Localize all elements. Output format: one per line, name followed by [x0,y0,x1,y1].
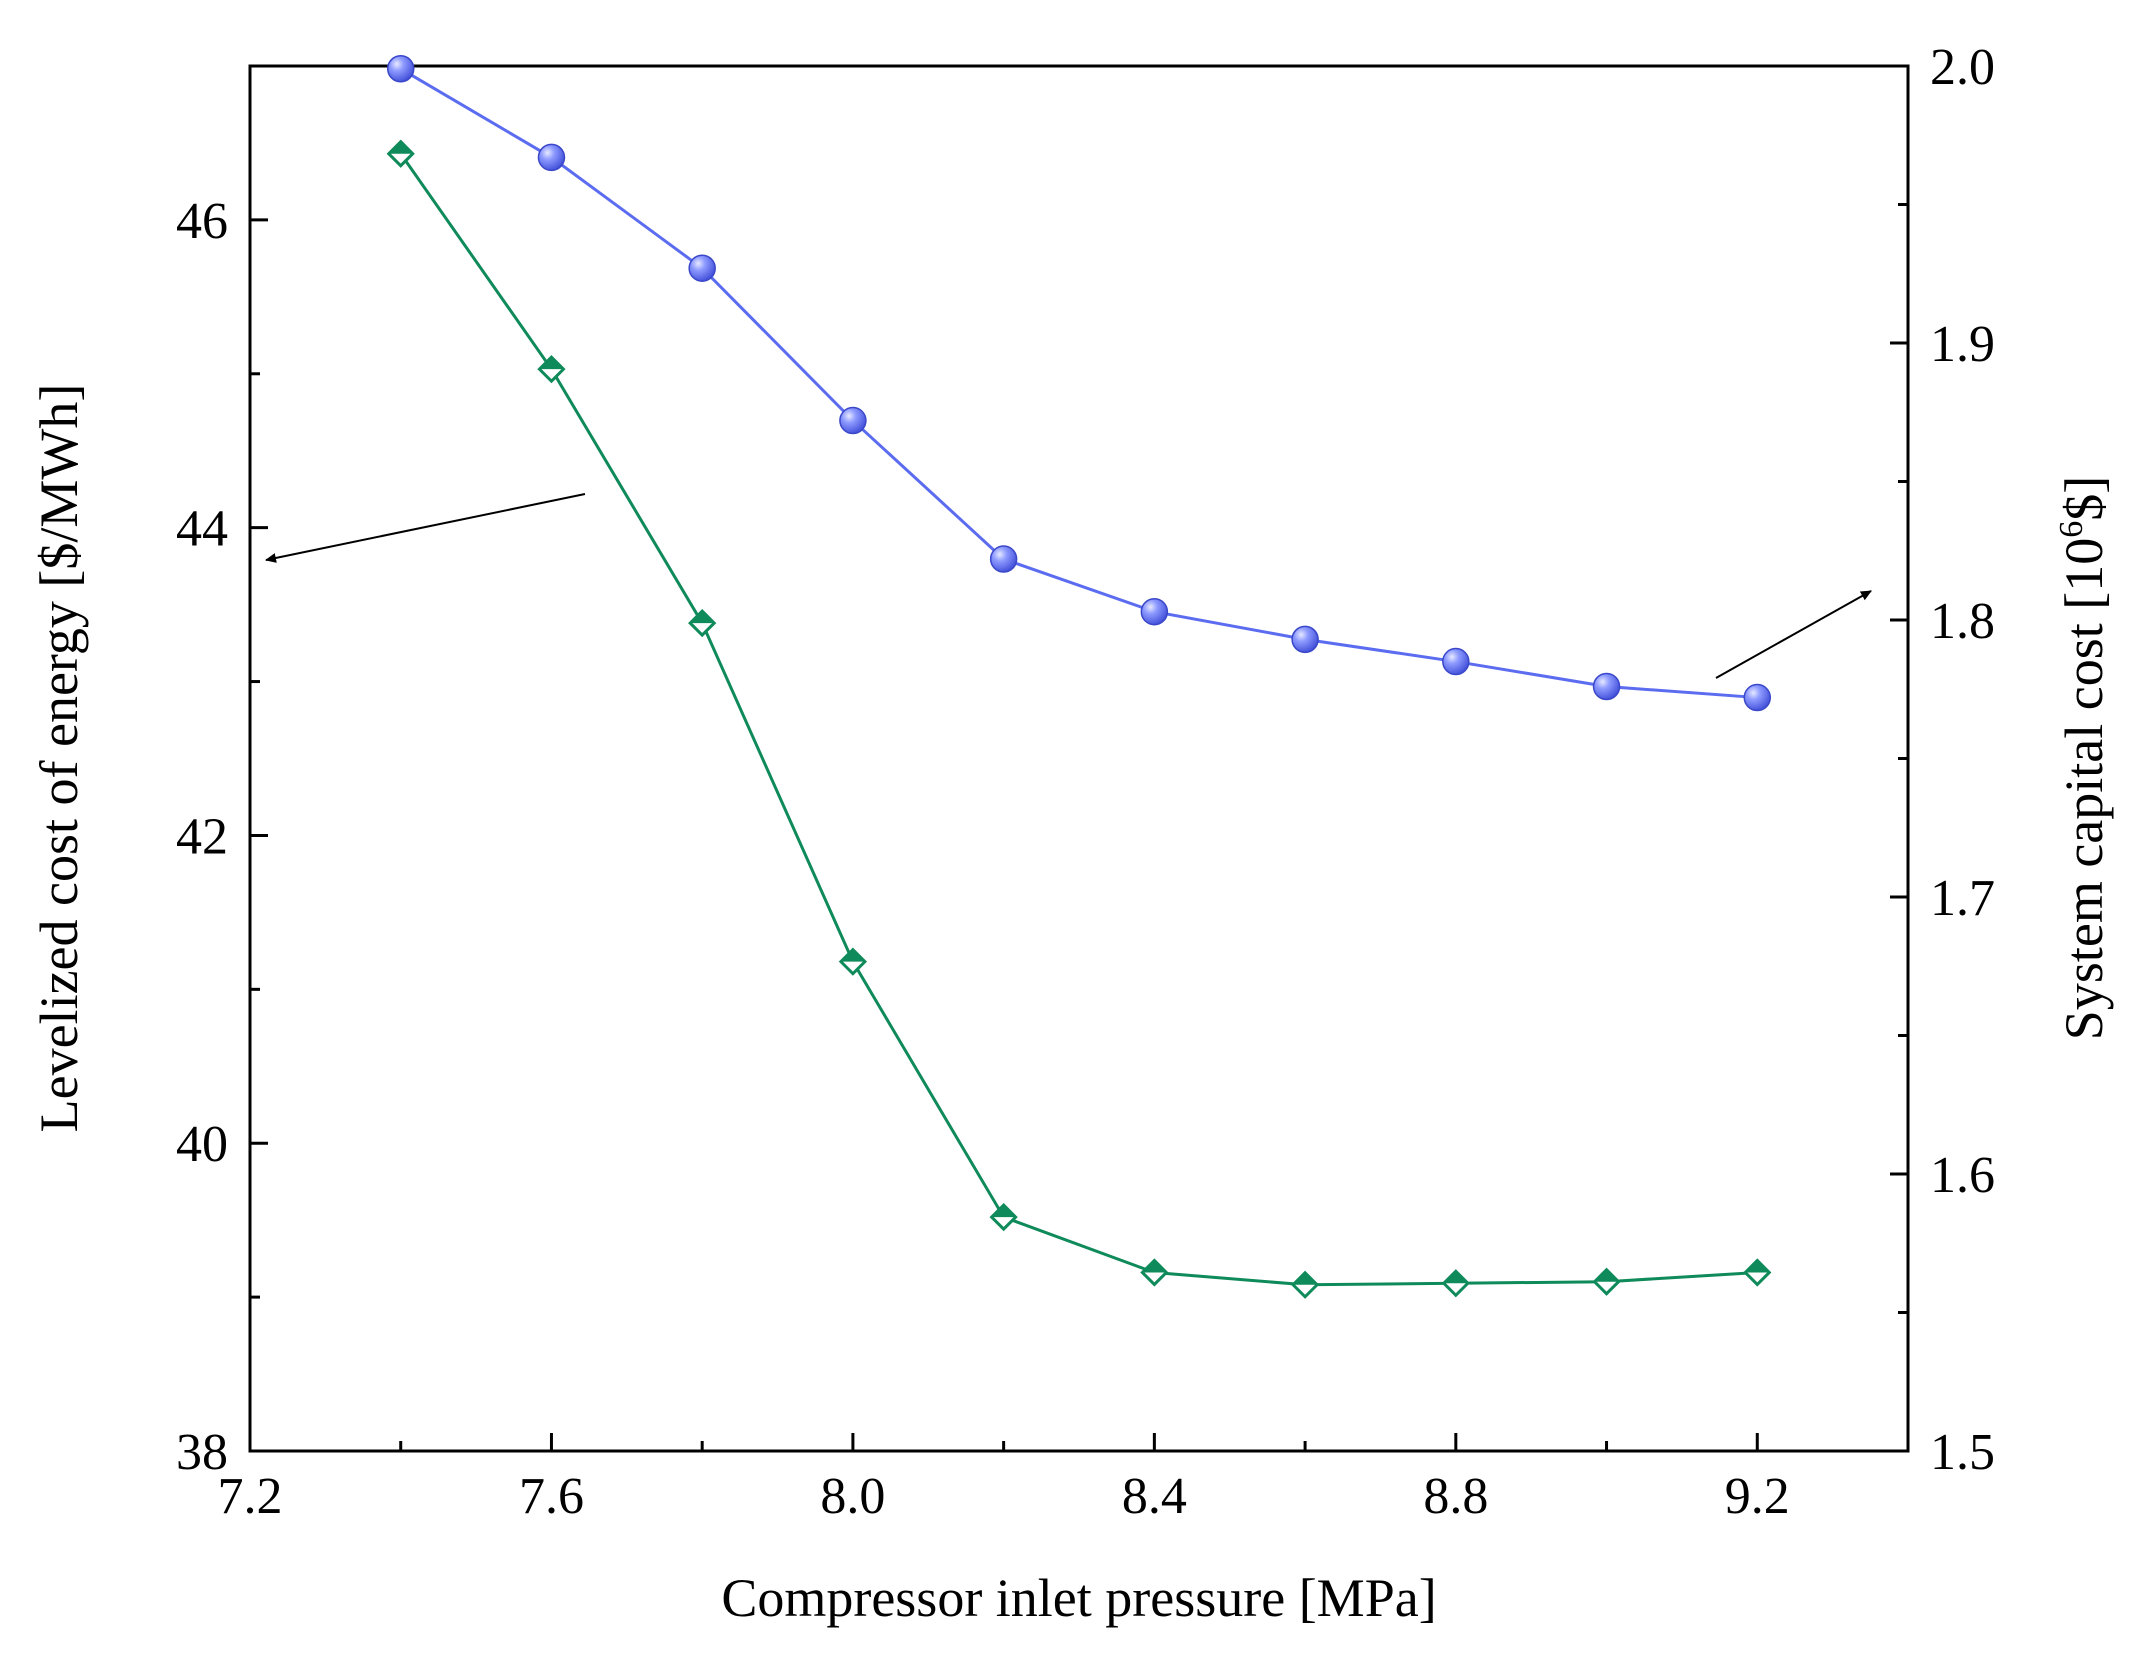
lcoe-point-fill [539,357,564,370]
capital-cost-point [688,254,716,282]
x-tick-label: 8.4 [1122,1468,1187,1525]
capital-cost-point [989,545,1018,573]
lcoe-point [1140,1258,1169,1287]
y-right-axis-title: System capital cost [106$] [2053,476,2114,1040]
y-left-tick-label: 46 [176,193,228,250]
lcoe-point-fill [1293,1272,1318,1285]
y-left-tick-label: 40 [176,1116,228,1173]
left-axis-arrow [265,493,586,563]
lcoe-point-fill [991,1205,1016,1218]
lcoe-point [386,139,415,168]
capital-cost-point [1291,625,1319,654]
ticks: 7.2 7.6 8.0 8.4 8.8 9.2 38 40 42 44 46 1.5 1.6 1.7 1.8… [176,39,1995,1525]
lcoe-point-fill [690,611,715,624]
lcoe-point-fill [840,949,865,962]
capital-cost-line [399,67,1758,700]
x-tick-label: 8.8 [1423,1468,1488,1525]
capital-cost-point [839,406,867,435]
capital-cost-point [1442,647,1470,676]
y-right-title-sup: 6 [2053,521,2090,538]
lcoe-point-fill [1745,1260,1770,1273]
capital-cost-point [386,55,415,83]
x-tick-label: 8.0 [820,1468,885,1525]
lcoe-point [1592,1267,1621,1296]
series-layer [386,55,1772,1299]
lcoe-line [399,152,1758,1287]
lcoe-point [838,947,868,976]
y-right-tick-label: 1.6 [1930,1147,1995,1204]
x-tick-label: 7.2 [218,1468,283,1525]
annotations [265,493,1872,679]
y-left-tick-label: 38 [176,1424,228,1481]
lcoe-point [688,608,717,638]
right-axis-arrow [1715,590,1872,679]
y-left-tick-label: 44 [176,501,228,558]
capital-cost-point [1592,672,1621,701]
x-tick-label: 7.6 [519,1468,584,1525]
y-right-title-prefix: System capital cost [10 [2054,538,2114,1040]
y-right-tick-label: 1.5 [1930,1424,1995,1481]
y-right-tick-label: 1.7 [1930,870,1995,927]
lcoe-point [1290,1270,1320,1299]
x-tick-label: 9.2 [1725,1468,1790,1525]
y-right-tick-label: 2.0 [1930,39,1995,96]
y-right-tick-label: 1.9 [1930,316,1995,373]
y-right-title-suffix: $] [2054,476,2114,521]
capital-cost-point [1743,683,1772,712]
capital-cost-point [537,143,566,172]
x-axis-title: Compressor inlet pressure [MPa] [721,1568,1436,1628]
lcoe-point-fill [1443,1271,1468,1284]
lcoe-point-fill [388,141,413,154]
lcoe-point-fill [1594,1269,1619,1282]
lcoe-point [537,355,566,384]
lcoe-point [1743,1258,1772,1287]
lcoe-point-fill [1142,1260,1167,1273]
lcoe-point [1441,1269,1470,1298]
y-left-tick-label: 42 [176,808,228,865]
y-left-axis-title: Levelized cost of energy [$/MWh] [29,384,89,1133]
capital-cost-point [1140,597,1169,626]
lcoe-point [989,1202,1018,1232]
y-right-tick-label: 1.8 [1930,593,1995,650]
